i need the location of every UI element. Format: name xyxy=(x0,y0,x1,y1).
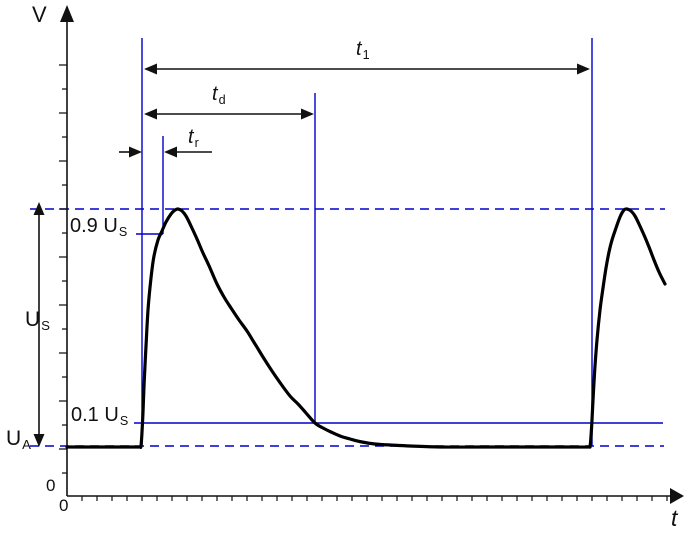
label-ua-base: U xyxy=(6,427,22,450)
label-tr: tr xyxy=(188,126,199,151)
label-us-sub: S xyxy=(41,318,50,334)
label-td-base: t xyxy=(212,83,218,105)
label-tr-sub: r xyxy=(194,136,199,151)
label-td: td xyxy=(212,83,226,108)
label-ua: UA xyxy=(6,427,31,453)
label-tr-base: t xyxy=(188,126,194,148)
y-origin-label: 0 xyxy=(46,476,56,495)
y-axis-label: V xyxy=(32,2,47,27)
label-t1-sub: 1 xyxy=(362,48,370,63)
x-axis-label: t xyxy=(671,505,678,531)
label-t1: t1 xyxy=(356,38,370,63)
label-us-base: U xyxy=(25,308,41,331)
label-0.1us-sub: S xyxy=(119,414,129,429)
label-0.9us-sub: S xyxy=(118,225,128,240)
x-origin-label: 0 xyxy=(59,496,69,515)
label-t1-base: t xyxy=(356,38,362,60)
label-0.1us: 0.1 US xyxy=(71,404,129,429)
label-ua-sub: A xyxy=(22,437,31,453)
label-0.9us: 0.9 US xyxy=(70,215,128,240)
label-0.1us-base: 0.1 U xyxy=(71,404,119,426)
label-td-sub: d xyxy=(218,93,226,108)
label-us: US xyxy=(25,308,50,334)
label-0.9us-base: 0.9 U xyxy=(70,215,118,237)
